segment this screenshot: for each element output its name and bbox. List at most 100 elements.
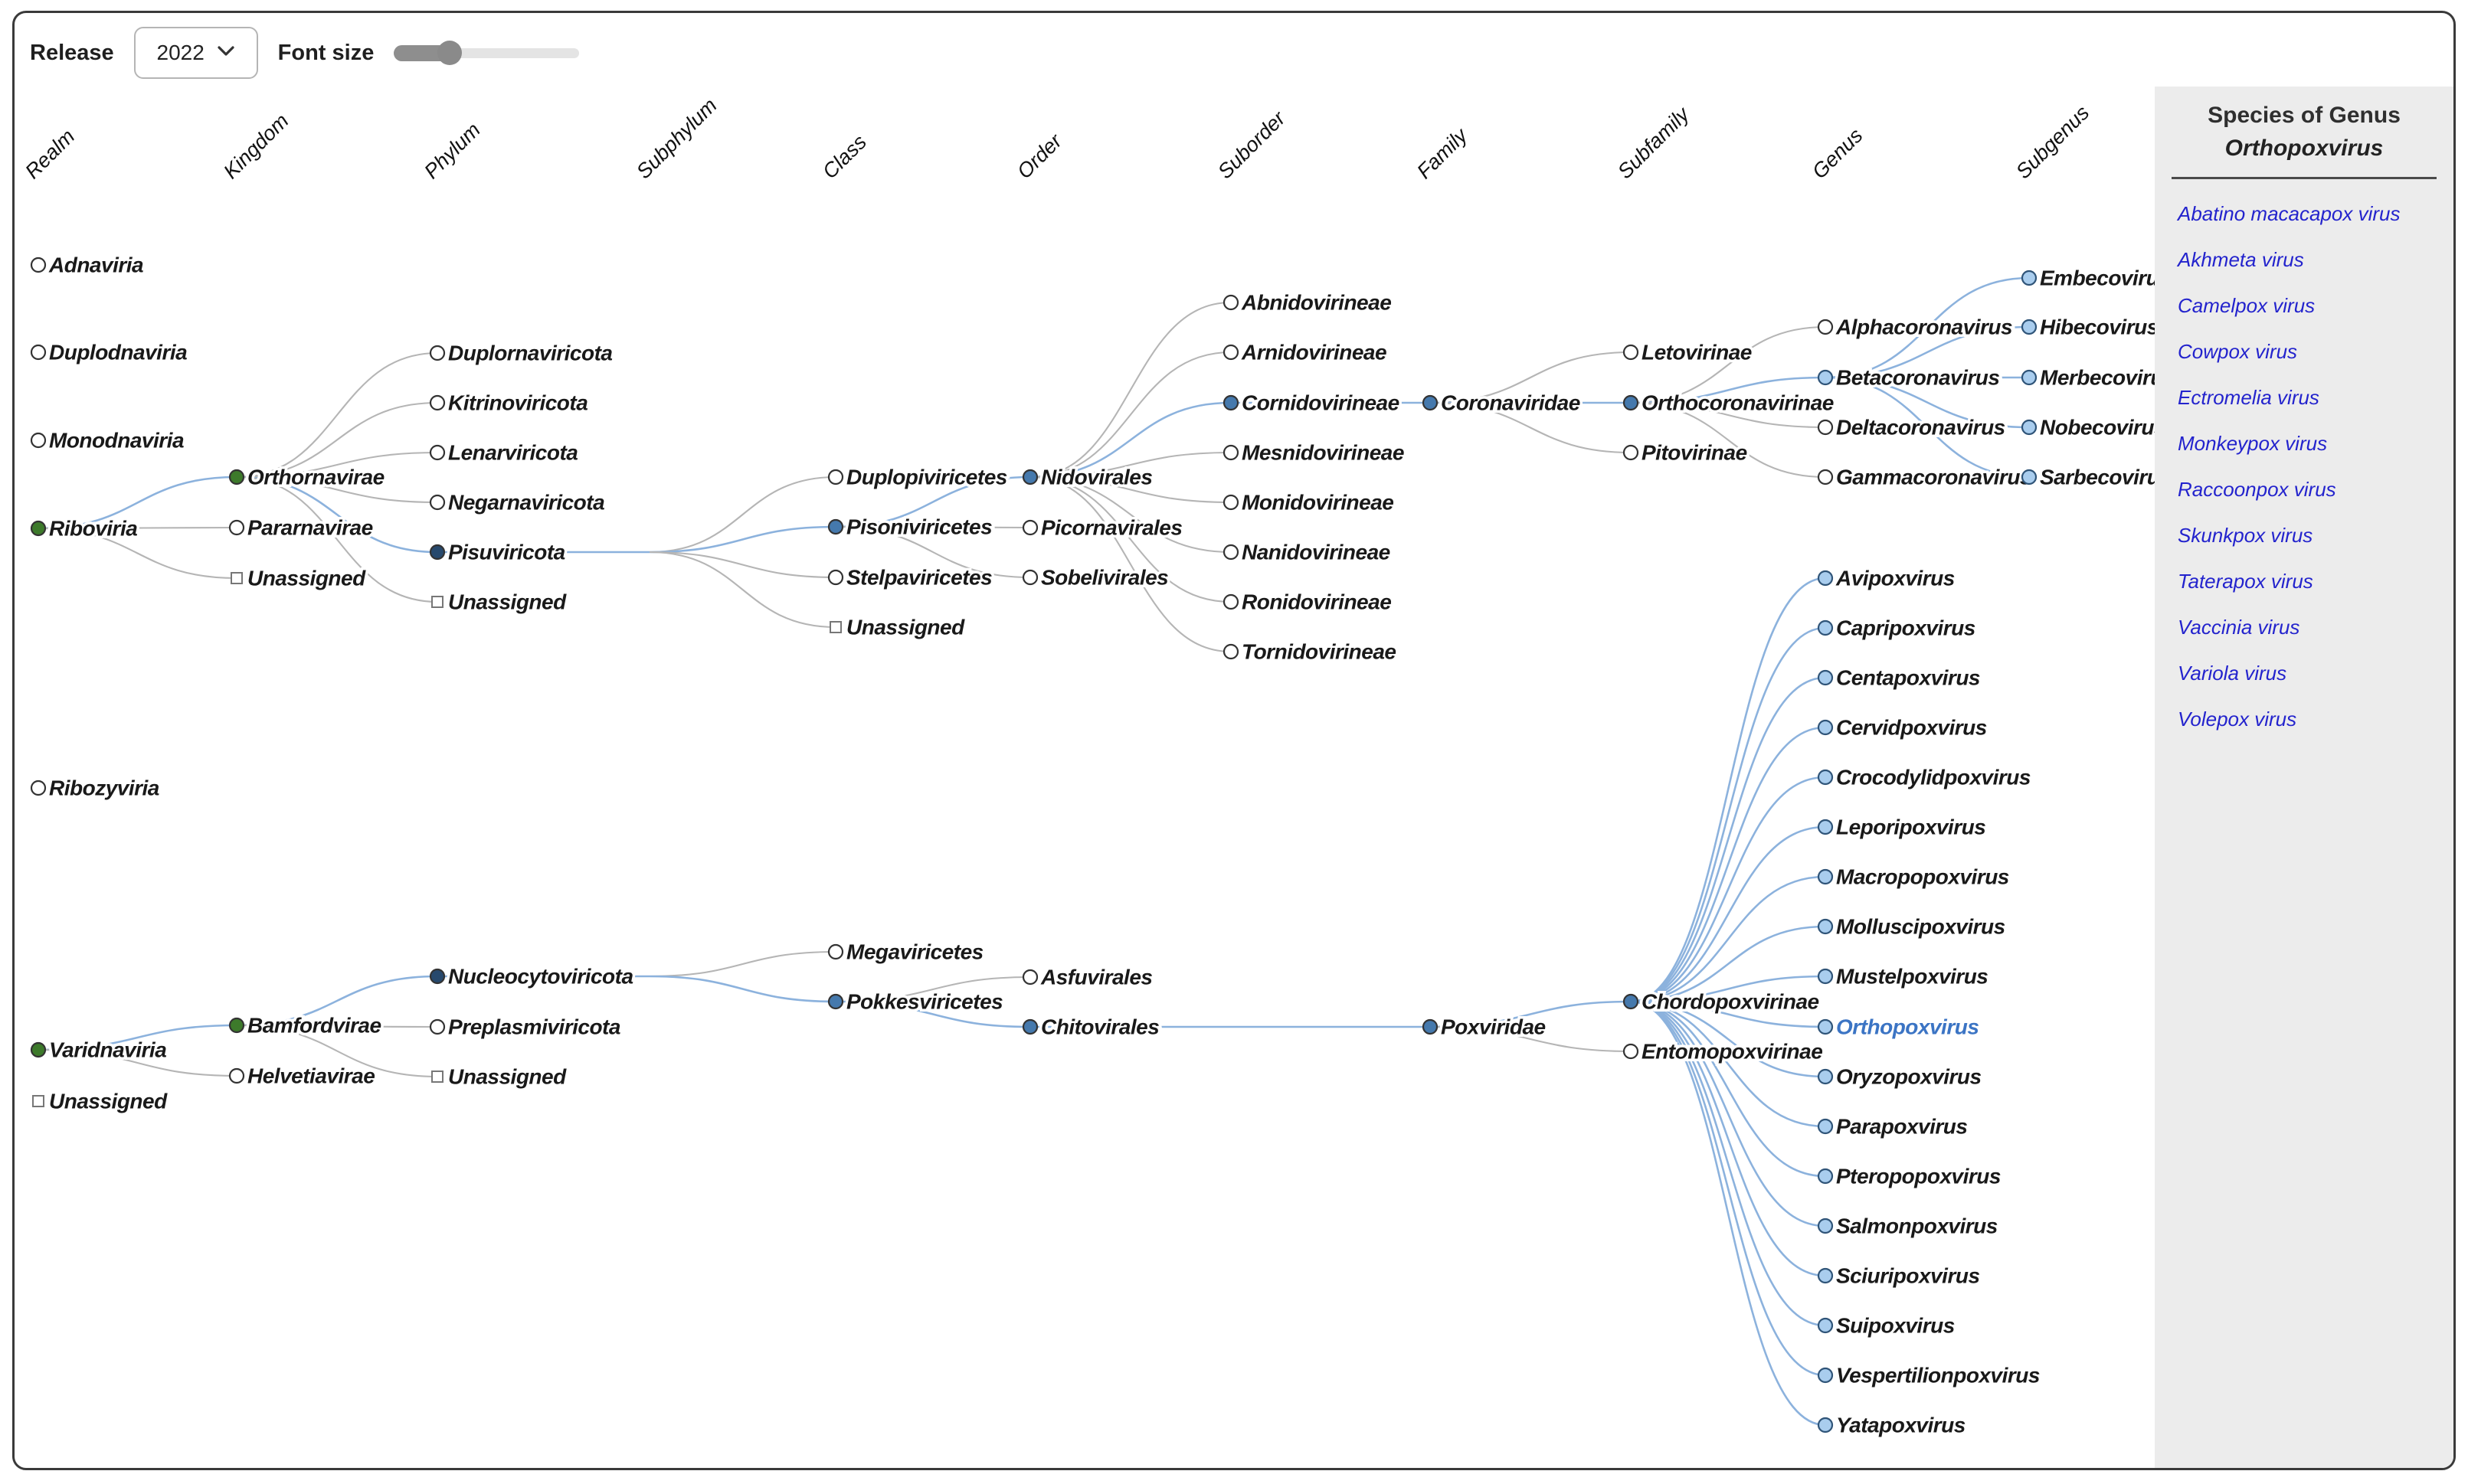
taxon-label-duplornaviricota[interactable]: Duplornaviricota <box>446 338 616 368</box>
taxon-label-ronidovirineae[interactable]: Ronidovirineae <box>1239 587 1395 616</box>
taxon-label-pteropopoxvirus[interactable]: Pteropopoxvirus <box>1834 1162 2004 1191</box>
taxon-label-molluscipoxvirus[interactable]: Molluscipoxvirus <box>1834 912 2008 941</box>
species-link[interactable]: Camelpox virus <box>2178 293 2316 317</box>
taxon-label-orthopoxvirus[interactable]: Orthopoxvirus <box>1834 1012 1982 1041</box>
tree-node-vespertilionpoxvirus[interactable] <box>1817 1367 1834 1384</box>
tree-node-entomopoxvirinae[interactable] <box>1622 1043 1639 1060</box>
taxon-label-sciuripoxvirus[interactable]: Sciuripoxvirus <box>1834 1261 1983 1290</box>
tree-node-macropopoxvirus[interactable] <box>1817 868 1834 885</box>
taxon-label-lenarviricota[interactable]: Lenarviricota <box>446 438 581 467</box>
taxon-label-phylum-unassigned2[interactable]: Unassigned <box>446 1062 571 1091</box>
tree-node-poxviridae[interactable] <box>1422 1018 1439 1035</box>
taxon-label-gammacoronavirus[interactable]: Gammacoronavirus <box>1834 463 2035 492</box>
tree-node-deltacoronavirus[interactable] <box>1817 419 1834 436</box>
taxon-label-pisoniviricetes[interactable]: Pisoniviricetes <box>844 512 996 541</box>
tree-node-riboviria[interactable] <box>30 520 47 537</box>
tree-node-megaviricetes[interactable] <box>827 943 844 960</box>
tree-node-duplodnaviria[interactable] <box>30 344 47 361</box>
tree-node-asfuvirales[interactable] <box>1022 969 1039 986</box>
tree-node-chordopoxvirinae[interactable] <box>1622 993 1639 1010</box>
taxon-label-avipoxvirus[interactable]: Avipoxvirus <box>1833 564 1958 593</box>
tree-node-alphacoronavirus[interactable] <box>1817 319 1834 335</box>
taxon-label-nobecovirus[interactable]: Nobecovirus <box>2038 413 2169 442</box>
tree-node-pteropopoxvirus[interactable] <box>1817 1168 1834 1185</box>
taxon-label-varidnaviria[interactable]: Varidnaviria <box>47 1035 170 1064</box>
tree-node-capripoxvirus[interactable] <box>1817 619 1834 636</box>
tree-node-sobelivirales[interactable] <box>1022 569 1039 586</box>
taxon-label-arnidovirineae[interactable]: Arnidovirineae <box>1239 338 1390 367</box>
tree-node-leporipoxvirus[interactable] <box>1817 819 1834 835</box>
species-link[interactable]: Volepox virus <box>2178 707 2297 731</box>
taxon-label-stelpaviricetes[interactable]: Stelpaviricetes <box>844 563 996 592</box>
taxon-label-negarnaviricota[interactable]: Negarnaviricota <box>446 488 608 517</box>
taxon-label-capripoxvirus[interactable]: Capripoxvirus <box>1834 613 1979 642</box>
tree-node-arnidovirineae[interactable] <box>1223 344 1239 361</box>
taxon-label-kingdom-unassigned[interactable]: Unassigned <box>245 564 370 593</box>
taxon-label-pisuviricota[interactable]: Pisuviricota <box>446 538 568 567</box>
taxon-label-merbecovirus[interactable]: Merbecovirus <box>2038 363 2178 392</box>
tree-node-orthornavirae[interactable] <box>228 469 245 485</box>
species-link[interactable]: Raccoonpox virus <box>2178 477 2336 501</box>
tree-node-pokkesviricetes[interactable] <box>827 993 844 1010</box>
tree-node-coronaviridae[interactable] <box>1422 394 1439 411</box>
taxon-label-adnaviria[interactable]: Adnaviria <box>46 250 147 279</box>
taxon-label-class-unassigned[interactable]: Unassigned <box>844 613 969 642</box>
taxon-label-bamfordvirae[interactable]: Bamfordvirae <box>245 1011 385 1040</box>
tree-node-phylum-unassigned1[interactable] <box>431 596 444 608</box>
taxon-label-embecovirus[interactable]: Embecovirus <box>2038 263 2174 293</box>
taxon-label-poxviridae[interactable]: Poxviridae <box>1439 1012 1549 1041</box>
tree-node-gammacoronavirus[interactable] <box>1817 469 1834 485</box>
taxon-label-orthornavirae[interactable]: Orthornavirae <box>245 463 388 492</box>
taxon-label-helvetiavirae[interactable]: Helvetiavirae <box>245 1061 378 1090</box>
tree-node-orthocoronavirinae[interactable] <box>1622 394 1639 411</box>
tree-node-picornavirales[interactable] <box>1022 519 1039 536</box>
tree-node-negarnaviricota[interactable] <box>429 494 446 511</box>
tree-node-bamfordvirae[interactable] <box>228 1017 245 1034</box>
taxon-label-abnidovirineae[interactable]: Abnidovirineae <box>1239 288 1395 317</box>
taxon-label-pitovirinae[interactable]: Pitovirinae <box>1639 438 1750 467</box>
tree-node-adnaviria[interactable] <box>30 257 47 273</box>
taxon-label-pararnavirae[interactable]: Pararnavirae <box>245 513 376 542</box>
taxon-label-crocodylidpoxvirus[interactable]: Crocodylidpoxvirus <box>1834 763 2034 792</box>
taxon-label-centapoxvirus[interactable]: Centapoxvirus <box>1834 663 1984 692</box>
tree-node-molluscipoxvirus[interactable] <box>1817 918 1834 935</box>
tree-node-pisuviricota[interactable] <box>429 544 446 561</box>
tree-node-cervidpoxvirus[interactable] <box>1817 719 1834 736</box>
tree-node-pitovirinae[interactable] <box>1622 444 1639 461</box>
slider-thumb[interactable] <box>437 41 462 65</box>
tree-node-mesnidovirineae[interactable] <box>1223 444 1239 461</box>
tree-node-chitovirales[interactable] <box>1022 1018 1039 1035</box>
taxon-label-duplodnaviria[interactable]: Duplodnaviria <box>47 338 191 367</box>
tree-node-lenarviricota[interactable] <box>429 444 446 461</box>
taxon-label-leporipoxvirus[interactable]: Leporipoxvirus <box>1834 812 1989 842</box>
species-link[interactable]: Abatino macacapox virus <box>2178 201 2401 225</box>
taxon-label-vespertilionpoxvirus[interactable]: Vespertilionpoxvirus <box>1834 1361 2043 1390</box>
tree-node-centapoxvirus[interactable] <box>1817 669 1834 686</box>
taxon-label-letovirinae[interactable]: Letovirinae <box>1639 338 1755 367</box>
taxon-label-ribozyviria[interactable]: Ribozyviria <box>47 773 162 802</box>
tree-node-tornidovirineae[interactable] <box>1223 643 1239 660</box>
taxon-label-hibecovirus[interactable]: Hibecovirus <box>2038 312 2162 342</box>
tree-node-sarbecovirus[interactable] <box>2021 469 2038 485</box>
tree-node-nanidovirineae[interactable] <box>1223 544 1239 561</box>
tree-node-ronidovirineae[interactable] <box>1223 593 1239 610</box>
tree-node-suipoxvirus[interactable] <box>1817 1317 1834 1334</box>
taxon-label-riboviria[interactable]: Riboviria <box>47 514 141 543</box>
taxon-label-cervidpoxvirus[interactable]: Cervidpoxvirus <box>1834 713 1990 742</box>
tree-node-kitrinoviricota[interactable] <box>429 394 446 411</box>
taxon-label-duplopiviricetes[interactable]: Duplopiviricetes <box>844 463 1010 492</box>
taxon-label-sobelivirales[interactable]: Sobelivirales <box>1039 563 1172 592</box>
taxon-label-sarbecovirus[interactable]: Sarbecovirus <box>2038 463 2175 492</box>
taxon-label-kitrinoviricota[interactable]: Kitrinoviricota <box>446 388 591 417</box>
tree-node-kingdom-unassigned[interactable] <box>231 572 243 584</box>
taxon-label-salmonpoxvirus[interactable]: Salmonpoxvirus <box>1834 1211 2001 1240</box>
release-select[interactable]: 2022 <box>133 27 258 79</box>
tree-node-letovirinae[interactable] <box>1622 344 1639 361</box>
taxon-label-monodnaviria[interactable]: Monodnaviria <box>47 426 188 455</box>
taxon-label-yatapoxvirus[interactable]: Yatapoxvirus <box>1834 1410 1969 1440</box>
tree-node-class-unassigned[interactable] <box>830 621 842 633</box>
species-link[interactable]: Ectromelia virus <box>2178 385 2319 409</box>
species-link[interactable]: Cowpox virus <box>2178 339 2298 363</box>
taxon-label-chordopoxvirinae[interactable]: Chordopoxvirinae <box>1639 987 1822 1016</box>
tree-node-nidovirales[interactable] <box>1022 469 1039 485</box>
